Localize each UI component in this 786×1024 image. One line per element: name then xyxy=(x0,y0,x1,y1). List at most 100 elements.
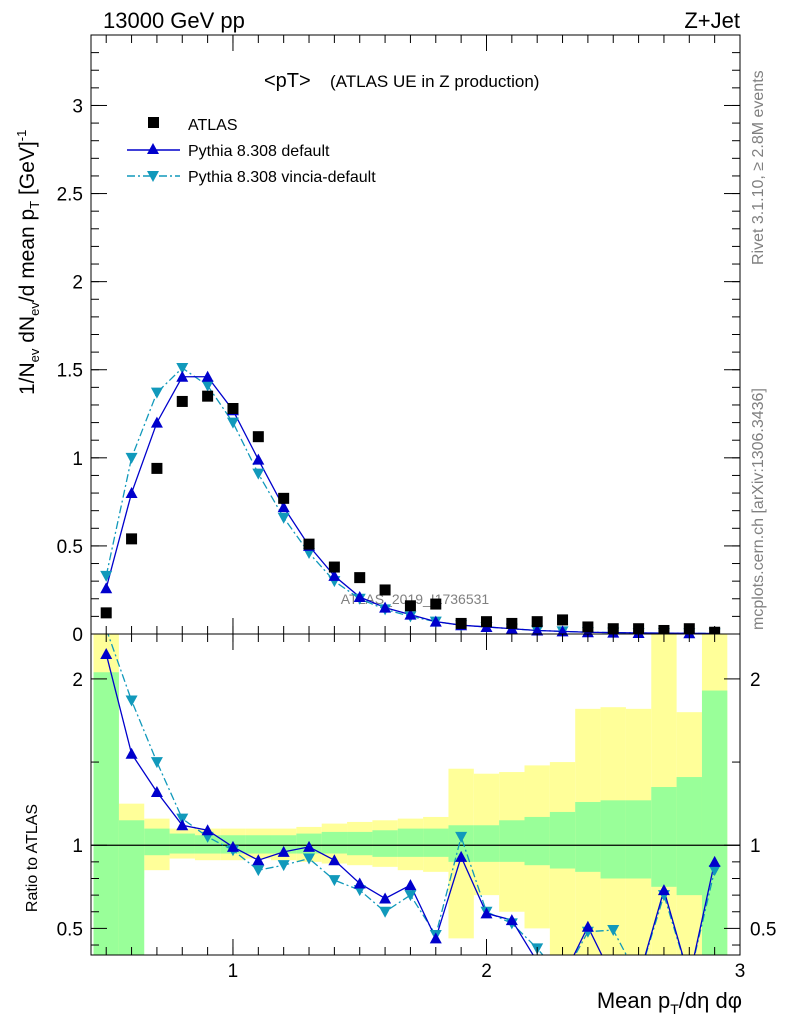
ratio-default-point xyxy=(379,892,392,904)
ratio-default-point xyxy=(201,824,214,836)
stat-band xyxy=(625,800,652,879)
ratio-default-point xyxy=(633,972,645,983)
ratio-y-tick-label-right: 2 xyxy=(750,670,761,691)
vincia-point xyxy=(226,417,239,429)
ratio-panel: 0.5 0.5 1 1 2 2 1 2 3 xyxy=(57,633,776,984)
stat-band xyxy=(169,833,195,854)
ratio-default-point xyxy=(581,920,594,932)
default-point xyxy=(379,601,392,613)
vincia-point xyxy=(150,387,163,399)
ratio-vincia-point xyxy=(252,865,265,877)
atlas-point xyxy=(303,538,315,550)
legend: ATLAS Pythia 8.308 default Pythia 8.308 … xyxy=(127,117,376,186)
atlas-point xyxy=(126,533,138,545)
ratio-default-point xyxy=(226,840,239,852)
default-point xyxy=(201,370,214,382)
atlas-point xyxy=(100,607,112,619)
ratio-y-tick-label: 2 xyxy=(72,670,83,691)
ratio-default-point xyxy=(100,647,113,659)
atlas-point xyxy=(202,390,214,402)
ratio-default-point xyxy=(328,854,341,866)
vincia-point xyxy=(125,452,138,464)
ratio-default-point xyxy=(657,884,670,896)
ratio-default-point xyxy=(708,855,721,867)
atlas-point xyxy=(683,623,695,635)
default-point xyxy=(277,501,290,513)
ratio-default-point xyxy=(429,932,442,944)
y-tick-label: 1 xyxy=(72,449,83,470)
vincia-point xyxy=(176,362,189,374)
atlas-point xyxy=(633,623,645,635)
ratio-y-tick-label-right: 1 xyxy=(750,836,761,857)
ratio-default-point xyxy=(404,879,417,891)
default-point xyxy=(150,416,163,428)
ratio-vincia-point xyxy=(379,906,392,918)
ratio-default-point xyxy=(277,845,290,857)
stat-band xyxy=(600,800,626,879)
x-tick-label: 3 xyxy=(735,961,746,982)
main-panel: 0 0.5 1 1.5 2 2.5 3 xyxy=(57,34,741,646)
ratio-default-point xyxy=(683,972,695,983)
ratio-default-point xyxy=(607,972,619,983)
atlas-point xyxy=(658,624,670,636)
atlas-point xyxy=(404,600,416,612)
stat-band xyxy=(372,830,398,857)
y-tick-label: 2.5 xyxy=(57,185,83,206)
legend-label-atlas: ATLAS xyxy=(188,117,238,134)
default-point xyxy=(429,615,442,627)
atlas-point xyxy=(531,616,543,628)
atlas-point xyxy=(354,572,366,584)
vincia-point xyxy=(100,570,113,582)
legend-marker-default xyxy=(147,143,159,154)
ratio-default-point xyxy=(150,786,163,798)
stat-band xyxy=(397,828,424,857)
stat-band xyxy=(93,672,119,955)
stat-band xyxy=(524,816,550,866)
default-point xyxy=(125,487,138,499)
atlas-point xyxy=(151,462,163,474)
rivet-label: Rivet 3.1.10, ≥ 2.8M events xyxy=(750,70,767,265)
stat-band xyxy=(549,811,576,869)
legend-label-default: Pythia 8.308 default xyxy=(188,143,330,160)
stat-band xyxy=(701,690,728,955)
atlas-point xyxy=(278,492,290,504)
ratio-vincia-point xyxy=(607,925,620,937)
stat-band xyxy=(144,828,170,856)
plot-subtitle: (ATLAS UE in Z production) xyxy=(330,72,539,91)
x-axis-label: Mean pT/dη dφ xyxy=(597,988,742,1017)
vincia-point xyxy=(252,468,265,480)
atlas-point xyxy=(582,621,594,633)
ratio-default-point xyxy=(252,854,265,866)
default-point xyxy=(404,608,417,620)
y-tick-label: 1.5 xyxy=(57,361,83,382)
ratio-clipped-content xyxy=(91,634,740,984)
y-tick-label: 0.5 xyxy=(57,537,83,558)
default-point xyxy=(252,453,265,465)
vincia-point xyxy=(201,380,214,392)
atlas-point xyxy=(557,614,569,626)
legend-label-vincia: Pythia 8.308 vincia-default xyxy=(188,169,376,186)
ratio-y-axis-label: Ratio to ATLAS xyxy=(24,804,41,912)
ratio-default-point xyxy=(125,747,138,759)
stat-band xyxy=(347,831,373,856)
ratio-default-point xyxy=(455,850,468,862)
legend-marker-vincia xyxy=(147,171,159,182)
atlas-point xyxy=(328,561,340,573)
ratio-y-tick-label: 0.5 xyxy=(57,919,83,940)
atlas-point xyxy=(379,584,391,596)
y-axis-label: 1/Nev dNev/d mean pT [GeV]-1 xyxy=(14,130,42,395)
mcplots-label: mcplots.cern.ch [arXiv:1306.3436] xyxy=(750,388,767,630)
ratio-default-point xyxy=(557,972,569,983)
atlas-point xyxy=(455,617,467,629)
atlas-point xyxy=(227,402,239,414)
y-tick-label: 3 xyxy=(72,96,83,117)
ratio-default-point xyxy=(505,914,518,926)
stat-band xyxy=(499,820,525,862)
ratio-vincia-point xyxy=(633,973,645,984)
stat-band xyxy=(575,801,601,872)
atlas-point xyxy=(709,626,721,638)
ratio-vincia-point xyxy=(557,973,569,984)
ratio-default-point xyxy=(480,907,493,919)
